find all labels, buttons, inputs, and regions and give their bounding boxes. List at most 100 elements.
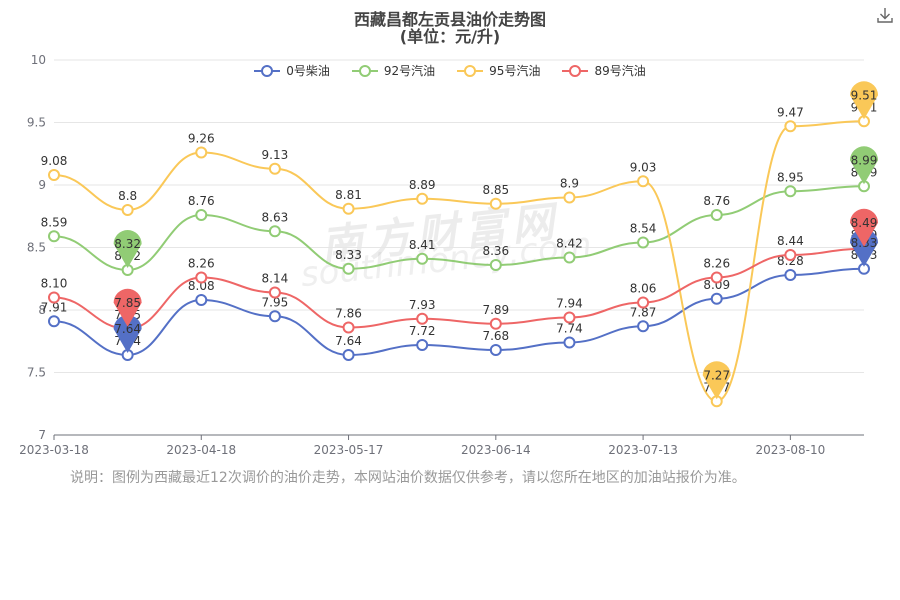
data-label: 8.76: [703, 194, 730, 208]
y-tick-label: 7.5: [27, 366, 46, 380]
marker-label: 7.64: [114, 322, 141, 336]
legend-swatch: [254, 64, 281, 77]
data-label: 9.08: [41, 154, 68, 168]
series-line-0: [53, 267, 865, 357]
data-label: 8.76: [188, 194, 215, 208]
x-tick-label: 2023-08-10: [755, 443, 825, 457]
marker-pin: [113, 288, 142, 327]
y-tick-label: 8: [38, 303, 46, 317]
data-label: 7.64: [335, 334, 362, 348]
marker-label: 9.51: [851, 88, 878, 102]
data-point: [489, 344, 502, 356]
data-label: 7.68: [482, 329, 509, 343]
legend-swatch: [457, 64, 484, 77]
data-label: 8.26: [703, 257, 730, 271]
legend-item-3[interactable]: 89号汽油: [562, 62, 646, 79]
data-label: 8.85: [482, 183, 509, 197]
legend-label: 89号汽油: [594, 64, 646, 78]
legend-label: 0号柴油: [286, 64, 330, 78]
data-label: 9.47: [777, 105, 804, 119]
x-tick-label: 2023-04-18: [166, 443, 236, 457]
data-point: [48, 230, 60, 243]
data-point: [784, 249, 797, 261]
legend-swatch: [562, 64, 589, 77]
data-label: 7.72: [409, 324, 436, 338]
data-label: 8.09: [703, 278, 730, 292]
chart-legend: 0号柴油 92号汽油 95号汽油 89号汽油: [0, 62, 900, 79]
legend-swatch: [351, 64, 378, 77]
data-label: 7.86: [335, 307, 362, 321]
legend-item-1[interactable]: 92号汽油: [351, 62, 436, 79]
data-point: [48, 169, 60, 181]
data-point: [268, 286, 281, 299]
data-label: 9.26: [188, 132, 215, 146]
data-point: [489, 259, 502, 271]
data-label: 9.13: [262, 148, 289, 162]
data-point: [416, 192, 429, 205]
download-icon[interactable]: [876, 6, 894, 24]
data-point: [48, 315, 60, 328]
marker-label: 8.99: [851, 153, 878, 167]
marker-label: 8.32: [114, 237, 141, 251]
data-point: [489, 197, 502, 210]
data-point: [195, 146, 208, 159]
y-tick-label: 9.5: [27, 116, 46, 130]
data-point: [637, 320, 650, 333]
data-point: [710, 292, 723, 305]
data-point: [342, 262, 355, 275]
data-point: [342, 321, 355, 334]
legend-label: 92号汽油: [383, 64, 436, 78]
data-point: [637, 236, 650, 249]
data-point: [416, 252, 429, 265]
data-label: 8.36: [482, 244, 509, 258]
data-label: 8.59: [41, 215, 68, 229]
chart-note: 说明：图例为西藏最近12次调价的油价走势，本网站油价数据仅供参考，请以您所在地区…: [70, 470, 746, 486]
legend-label: 95号汽油: [489, 64, 541, 78]
data-label: 8.9: [560, 177, 579, 191]
data-label: 8.08: [188, 279, 215, 293]
data-point: [563, 251, 576, 264]
marker-pin: [113, 229, 142, 268]
data-point: [489, 317, 502, 330]
data-point: [195, 294, 208, 306]
data-point: [563, 311, 576, 324]
data-point: [637, 296, 650, 309]
x-tick-label: 2023-05-17: [314, 443, 384, 457]
data-point: [416, 339, 429, 351]
data-point: [342, 349, 355, 361]
data-label: 7.91: [41, 300, 68, 314]
data-label: 7.89: [482, 303, 509, 317]
legend-item-2[interactable]: 95号汽油: [457, 62, 540, 79]
series-line-3: [53, 247, 865, 330]
series-line-1: [53, 185, 865, 272]
data-point: [48, 291, 60, 304]
data-label: 8.95: [777, 170, 804, 184]
data-label: 7.95: [262, 295, 289, 309]
data-label: 8.89: [409, 178, 436, 192]
y-tick-label: 7: [38, 428, 46, 442]
data-point: [342, 202, 355, 215]
y-tick-label: 10: [31, 53, 46, 67]
marker-pin: [850, 81, 878, 120]
data-point: [637, 175, 650, 188]
data-point: [268, 310, 281, 323]
data-point: [710, 271, 723, 284]
data-label: 8.54: [630, 222, 657, 236]
marker-pin: [113, 315, 142, 353]
data-point: [268, 162, 281, 175]
data-label: 8.14: [262, 272, 289, 286]
marker-pin: [850, 146, 878, 185]
data-label: 8.33: [335, 248, 362, 262]
data-label: 7.93: [409, 298, 436, 312]
data-label: 8.42: [556, 237, 583, 251]
marker-label: 8.49: [851, 216, 878, 230]
data-label: 8.44: [777, 234, 804, 248]
data-label: 7.87: [630, 305, 657, 319]
data-point: [784, 269, 797, 281]
data-point: [710, 209, 723, 221]
data-point: [784, 120, 797, 133]
legend-item-0[interactable]: 0号柴油: [254, 62, 330, 79]
x-tick-label: 2023-06-14: [461, 443, 531, 457]
data-point: [195, 271, 208, 284]
data-label: 9.03: [630, 160, 657, 174]
